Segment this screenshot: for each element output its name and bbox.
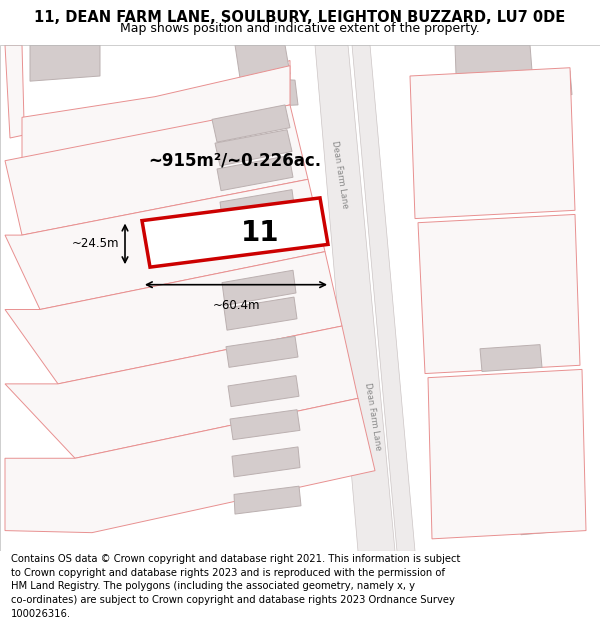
Text: 11, DEAN FARM LANE, SOULBURY, LEIGHTON BUZZARD, LU7 0DE: 11, DEAN FARM LANE, SOULBURY, LEIGHTON B… xyxy=(34,10,566,25)
Polygon shape xyxy=(510,71,572,99)
Text: ~60.4m: ~60.4m xyxy=(212,299,260,312)
Polygon shape xyxy=(142,198,328,267)
Polygon shape xyxy=(22,66,290,161)
Polygon shape xyxy=(445,219,512,251)
Text: Contains OS data © Crown copyright and database right 2021. This information is : Contains OS data © Crown copyright and d… xyxy=(11,554,460,564)
Polygon shape xyxy=(215,130,292,166)
Polygon shape xyxy=(217,156,293,191)
Polygon shape xyxy=(480,344,542,371)
Polygon shape xyxy=(418,214,580,374)
Polygon shape xyxy=(226,336,298,367)
Polygon shape xyxy=(315,45,395,551)
Polygon shape xyxy=(460,268,522,295)
Text: to Crown copyright and database rights 2023 and is reproduced with the permissio: to Crown copyright and database rights 2… xyxy=(11,568,445,578)
Polygon shape xyxy=(222,270,296,306)
Polygon shape xyxy=(228,376,299,407)
Text: 11: 11 xyxy=(241,219,279,246)
Polygon shape xyxy=(468,291,527,316)
Polygon shape xyxy=(235,45,290,78)
Polygon shape xyxy=(428,369,586,539)
Polygon shape xyxy=(5,326,358,458)
Polygon shape xyxy=(230,410,300,439)
Polygon shape xyxy=(5,45,290,161)
Polygon shape xyxy=(5,179,325,309)
Text: ~915m²/~0.226ac.: ~915m²/~0.226ac. xyxy=(148,152,321,170)
Polygon shape xyxy=(5,105,308,235)
Polygon shape xyxy=(248,78,298,107)
Polygon shape xyxy=(352,45,415,551)
Polygon shape xyxy=(232,447,300,477)
Polygon shape xyxy=(234,486,301,514)
Text: Map shows position and indicative extent of the property.: Map shows position and indicative extent… xyxy=(120,22,480,35)
Polygon shape xyxy=(5,252,342,384)
Polygon shape xyxy=(410,68,575,219)
Polygon shape xyxy=(500,415,557,442)
Text: ~24.5m: ~24.5m xyxy=(71,238,119,251)
Polygon shape xyxy=(5,398,375,532)
Polygon shape xyxy=(30,45,100,81)
Text: co-ordinates) are subject to Crown copyright and database rights 2023 Ordnance S: co-ordinates) are subject to Crown copyr… xyxy=(11,595,455,605)
Polygon shape xyxy=(212,105,290,142)
Polygon shape xyxy=(455,45,532,74)
Polygon shape xyxy=(220,189,295,225)
Polygon shape xyxy=(224,297,297,330)
Polygon shape xyxy=(420,113,502,154)
Polygon shape xyxy=(515,481,566,506)
Text: HM Land Registry. The polygons (including the associated geometry, namely x, y: HM Land Registry. The polygons (includin… xyxy=(11,581,415,591)
Polygon shape xyxy=(508,448,562,475)
Text: 100026316.: 100026316. xyxy=(11,609,71,619)
Text: Dean Farm Lane: Dean Farm Lane xyxy=(363,382,383,451)
Polygon shape xyxy=(492,380,550,407)
Text: Dean Farm Lane: Dean Farm Lane xyxy=(330,139,350,209)
Polygon shape xyxy=(520,510,569,535)
Polygon shape xyxy=(430,152,507,189)
